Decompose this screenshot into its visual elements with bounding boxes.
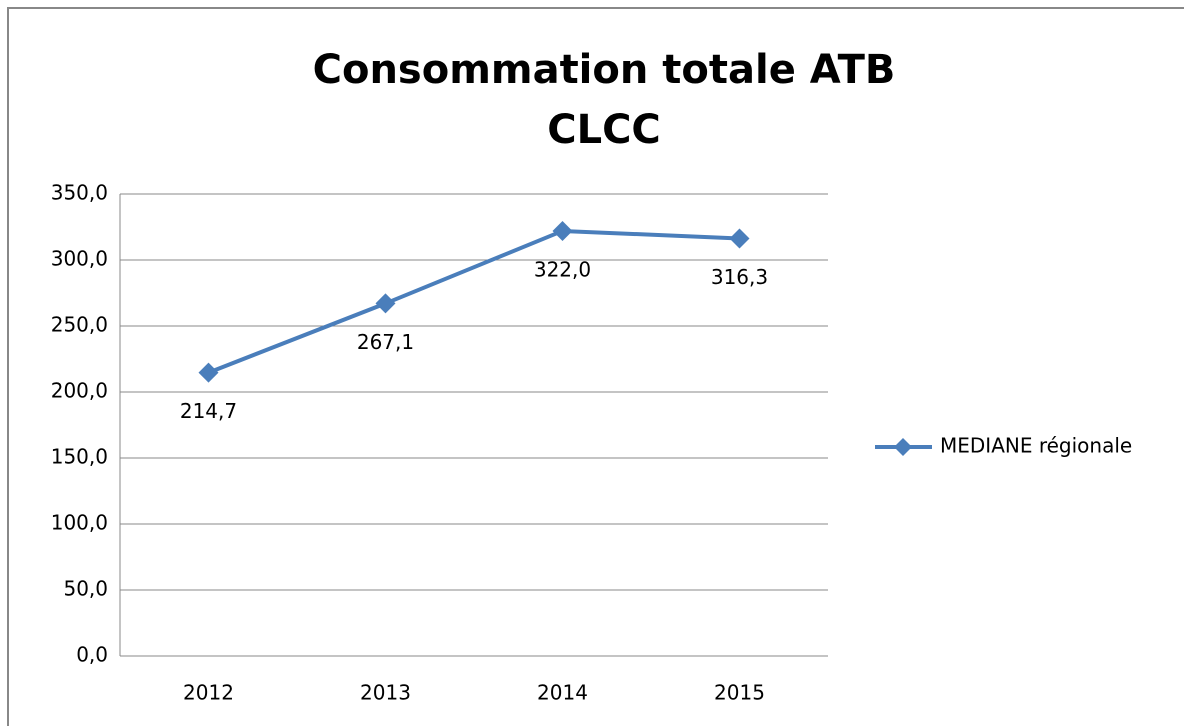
series-line (207, 228, 740, 375)
data-label: 316,3 (711, 265, 768, 289)
data-point (729, 228, 750, 249)
data-label: 214,7 (180, 399, 237, 423)
y-tick-label: 300,0 (51, 247, 108, 271)
y-tick-label: 350,0 (51, 181, 108, 205)
data-label: 322,0 (534, 257, 591, 281)
legend-label: MEDIANE régionale (940, 434, 1132, 458)
x-tick-label: 2014 (537, 681, 588, 705)
y-tick-label: 0,0 (76, 643, 108, 667)
y-tick-label: 50,0 (63, 577, 108, 601)
x-tick-label: 2015 (714, 681, 765, 705)
data-point (375, 293, 396, 314)
x-tick-label: 2012 (183, 681, 234, 705)
x-tick-label: 2013 (360, 681, 411, 705)
chart-frame (7, 7, 1184, 726)
y-tick-label: 200,0 (51, 379, 108, 403)
data-label: 267,1 (357, 330, 414, 354)
legend-marker (894, 438, 912, 456)
data-point (198, 362, 219, 383)
chart-title: Consommation totale ATB (313, 47, 896, 93)
y-tick-label: 100,0 (51, 511, 108, 535)
chart-title: CLCC (547, 107, 661, 153)
y-tick-label: 250,0 (51, 313, 108, 337)
y-tick-label: 150,0 (51, 445, 108, 469)
data-point (552, 220, 573, 241)
